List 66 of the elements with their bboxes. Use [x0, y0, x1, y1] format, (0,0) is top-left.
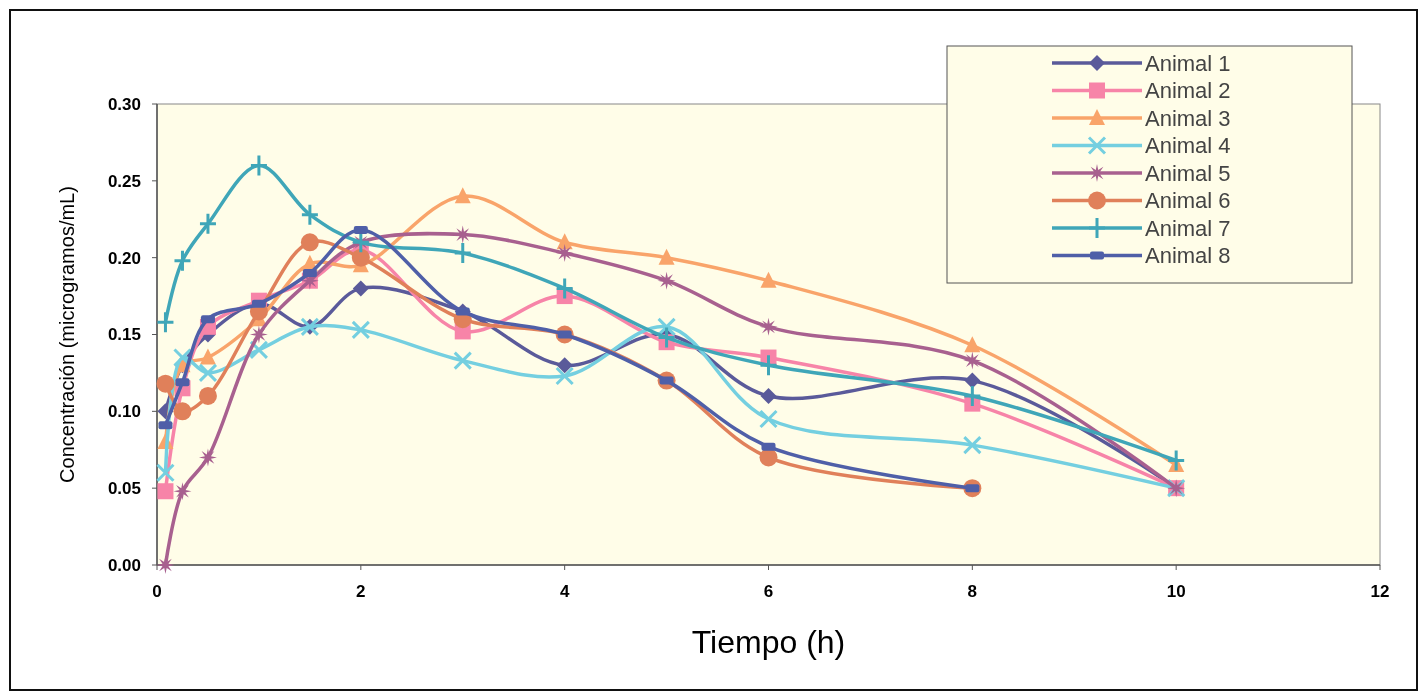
point	[351, 320, 371, 340]
y-tick-label: 0.15	[107, 325, 141, 345]
point	[300, 233, 319, 252]
point	[173, 482, 192, 501]
legend-label: Animal 5	[1145, 160, 1231, 186]
x-axis-title: Tiempo (h)	[691, 624, 846, 660]
legend-label: Animal 8	[1145, 243, 1231, 269]
point	[300, 203, 320, 227]
x-tick-label: 10	[1166, 582, 1186, 601]
point	[156, 556, 175, 574]
legend-label: Animal 3	[1145, 105, 1231, 131]
point	[454, 187, 471, 204]
point	[156, 374, 175, 393]
point	[249, 153, 269, 177]
point	[962, 384, 982, 408]
point	[964, 372, 981, 389]
x-tick-label: 2	[356, 582, 366, 601]
point	[555, 276, 575, 300]
x-tick-label: 0	[152, 582, 162, 601]
point	[555, 244, 574, 263]
point	[964, 336, 981, 353]
y-tick-label: 0.10	[107, 402, 141, 422]
point	[249, 340, 269, 360]
legend-label: Animal 1	[1145, 50, 1231, 76]
y-tick-label: 0.20	[107, 248, 141, 268]
y-tick-label: 0.00	[107, 555, 141, 575]
legend-label: Animal 6	[1145, 188, 1231, 214]
x-tick-label: 6	[763, 582, 774, 601]
point	[352, 280, 369, 297]
y-axis-title: Concentración (microgramos/mL)	[56, 186, 78, 483]
point	[759, 409, 778, 429]
point	[351, 248, 370, 267]
point	[173, 402, 192, 421]
legend-label: Animal 7	[1145, 215, 1231, 241]
point	[555, 366, 575, 386]
x-tick-label: 4	[559, 582, 570, 601]
point	[172, 249, 192, 273]
point	[657, 326, 677, 350]
legend-label: Animal 4	[1145, 133, 1231, 159]
y-tick-label: 0.25	[107, 171, 141, 191]
point	[249, 325, 268, 344]
point	[962, 435, 982, 455]
point	[198, 363, 218, 383]
point	[759, 353, 778, 377]
point	[198, 212, 218, 236]
point	[963, 351, 982, 370]
point	[198, 448, 217, 467]
point	[199, 348, 216, 365]
point	[759, 317, 778, 336]
point	[658, 248, 675, 265]
x-tick-label: 8	[967, 582, 978, 601]
point	[657, 271, 676, 290]
y-tick-label: 0.05	[107, 479, 141, 499]
point	[760, 387, 777, 404]
x-tick-label: 12	[1370, 582, 1390, 601]
point	[453, 241, 473, 265]
y-tick-label: 0.30	[107, 94, 141, 114]
point	[198, 386, 217, 405]
point	[1166, 449, 1186, 473]
point	[155, 463, 175, 483]
point	[155, 310, 175, 334]
point	[760, 271, 777, 288]
point	[453, 351, 473, 371]
legend-label: Animal 2	[1145, 78, 1231, 104]
point	[556, 357, 573, 374]
point	[157, 483, 174, 500]
